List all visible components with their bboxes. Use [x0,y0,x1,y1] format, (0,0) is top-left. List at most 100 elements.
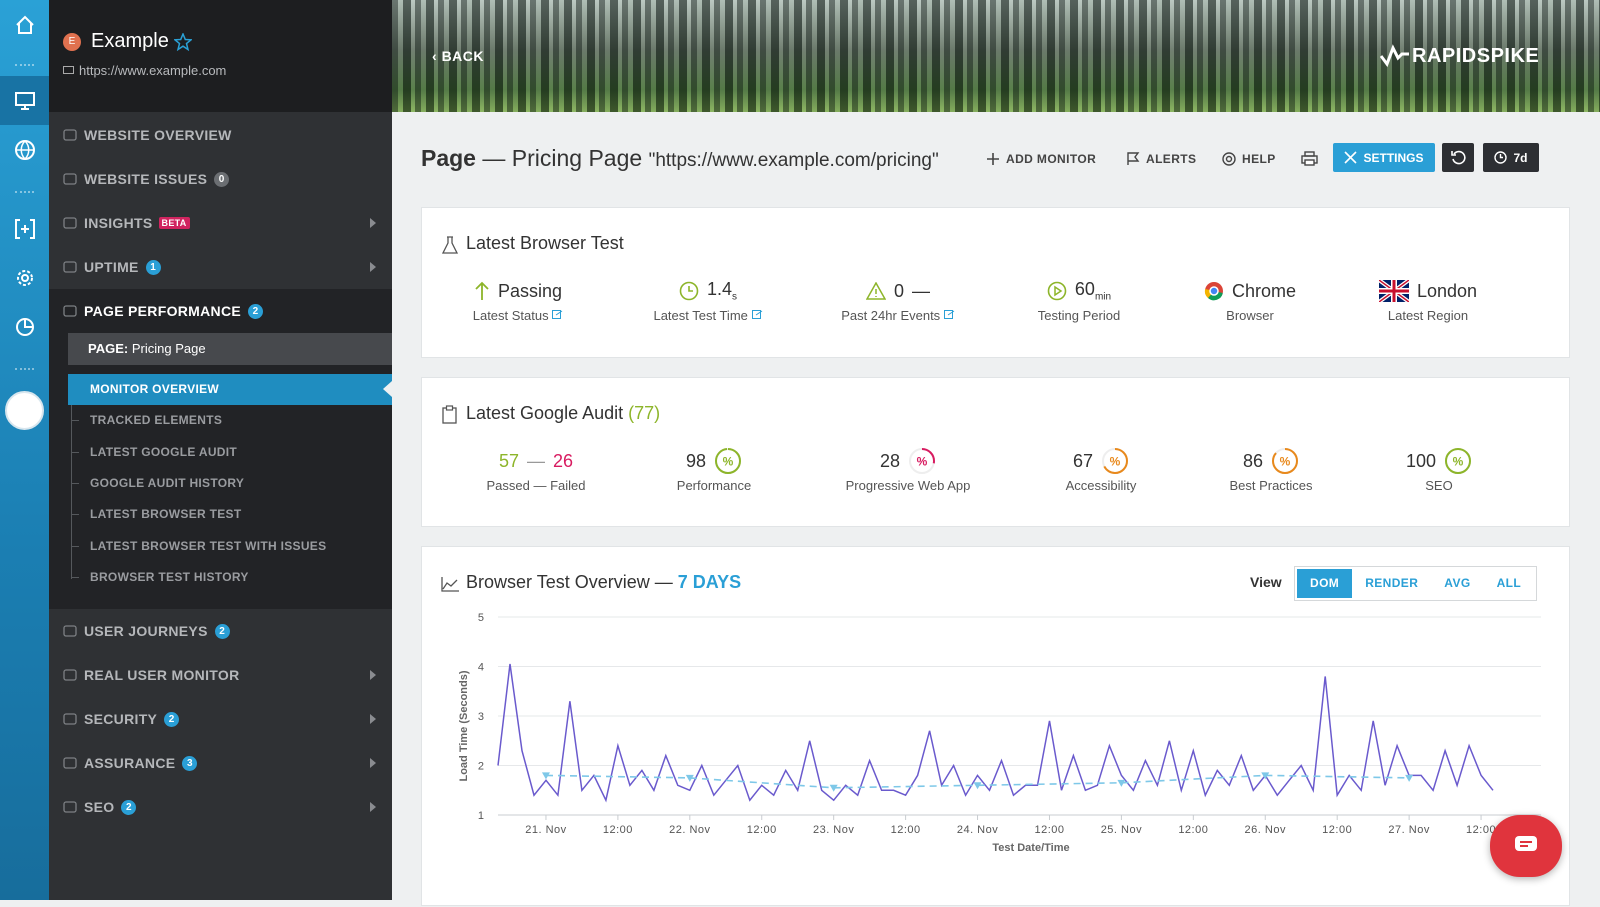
menu-label: SEO [84,799,114,815]
tree-tick [71,483,79,484]
menu-icon [63,624,77,638]
icon-shape [64,306,76,316]
y-tick-label: 4 [478,662,484,674]
site-name: Example [91,30,169,53]
brand-name: RAPIDSPIKE [1412,45,1539,68]
stat-suffix: — [912,281,930,302]
separator [15,191,34,193]
score-label: Best Practices [1181,478,1361,493]
button-label: 7d [1513,151,1527,165]
menu-item[interactable]: SECURITY2 [49,697,392,741]
score-stat: 28% Progressive Web App [818,448,998,493]
icon-shape [64,262,76,272]
tree-tick [71,577,79,578]
stat-label: Browser [1160,308,1340,323]
icon-shape [64,802,76,812]
favourite-star[interactable] [174,33,192,51]
google-audit-card: Latest Google Audit (77) 57—26 Passed — … [421,377,1570,527]
percent-icon: % [917,455,928,469]
failed-count: 26 [553,451,573,472]
menu-item[interactable]: INSIGHTS BETA [49,201,392,245]
websites-icon[interactable] [0,76,49,125]
score-value: 98 [686,451,706,472]
menu-item[interactable]: SEO2 [49,785,392,829]
menu-badge: 2 [248,304,263,319]
help-button[interactable]: HELP [1222,145,1276,172]
avatar[interactable] [5,391,44,430]
score-row: 28% [818,448,998,474]
percent-icon: % [723,455,734,469]
period-stat: 60min Testing Period [989,278,1169,323]
menu-item[interactable]: REAL USER MONITOR [49,653,392,697]
card-title: Latest Browser Test [466,233,624,254]
add-monitor-button[interactable]: ADD MONITOR [986,145,1096,172]
score-label: Performance [624,478,804,493]
submenu-item[interactable]: TRACKED ELEMENTS [68,405,392,436]
menu-item[interactable]: UPTIME1 [49,245,392,289]
menu-label: PAGE PERFORMANCE [84,303,241,319]
icon-shape [64,670,76,680]
submenu-item[interactable]: LATEST BROWSER TEST WITH ISSUES [68,531,392,562]
globe-icon[interactable] [0,125,49,174]
reports-icon[interactable] [0,302,49,351]
menu-label: WEBSITE ISSUES [84,171,207,187]
add-icon[interactable] [0,204,49,253]
menu-icon [63,712,77,726]
back-label: BACK [442,48,484,64]
stat-value: London [1417,281,1477,302]
percent-icon: % [1280,455,1291,469]
settings-icon[interactable] [0,253,49,302]
menu-item[interactable]: ASSURANCE3 [49,741,392,785]
y-axis-title: Load Time (Seconds) [458,670,470,781]
x-tick-label: 23. Nov [813,824,854,836]
submenu-item[interactable]: BROWSER TEST HISTORY [68,562,392,593]
menu-item[interactable]: USER JOURNEYS2 [49,609,392,653]
score-label: SEO [1349,478,1529,493]
back-link[interactable]: ‹ BACK [432,48,484,64]
settings-button[interactable]: SETTINGS [1333,143,1435,172]
submenu-item[interactable]: GOOGLE AUDIT HISTORY [68,468,392,499]
menu-item[interactable]: WEBSITE ISSUES0 [49,157,392,201]
alerts-button[interactable]: ALERTS [1126,145,1196,172]
x-tick-label: 12:00 [603,824,633,836]
menu-item[interactable]: PAGE PERFORMANCE 2 [49,289,392,333]
stat-value: Passing [498,281,562,302]
menu-label: INSIGHTS [84,215,153,231]
sidebar: E Example https://www.example.com WEBSIT… [49,0,392,900]
submenu-item[interactable]: LATEST BROWSER TEST [68,499,392,530]
menu-badge: 1 [146,260,161,275]
site-initial: E [63,33,81,51]
menu-tag: BETA [159,217,190,229]
test-time-stat: 1.4s Latest Test Time [618,278,798,323]
submenu-item[interactable]: LATEST GOOGLE AUDIT [68,437,392,468]
button-label: ADD MONITOR [1006,152,1096,166]
tree-tick [71,452,79,453]
browser-stat: Chrome Browser [1160,278,1340,323]
page-item[interactable]: PAGE: Pricing Page [68,333,392,365]
history-button[interactable] [1442,143,1474,172]
stat-value: 0 [894,281,904,302]
x-tick-label: 12:00 [1178,824,1208,836]
period-button[interactable]: 7d [1483,143,1539,172]
submenu-item[interactable]: MONITOR OVERVIEW [68,374,392,405]
header-banner: ‹ BACK RAPIDSPIKE [392,0,1600,112]
chat-button[interactable] [1490,815,1562,877]
print-button[interactable] [1301,145,1318,172]
score-label: Progressive Web App [818,478,998,493]
icon-shape [64,714,76,724]
menu-item[interactable]: WEBSITE OVERVIEW [49,113,392,157]
menu-icon [63,756,77,770]
score-value: 28 [880,451,900,472]
y-tick-label: 2 [478,761,484,773]
separator [15,368,34,370]
expand-arrow [370,670,376,680]
icon-shape [64,218,76,228]
passed-count: 57 [499,451,519,472]
score-row: 100% [1349,448,1529,474]
score-row: 67% [1011,448,1191,474]
home-icon[interactable] [0,0,49,49]
x-axis-title: Test Date/Time [992,842,1069,854]
x-tick-label: 12:00 [891,824,921,836]
score-stat: 98% Performance [624,448,804,493]
